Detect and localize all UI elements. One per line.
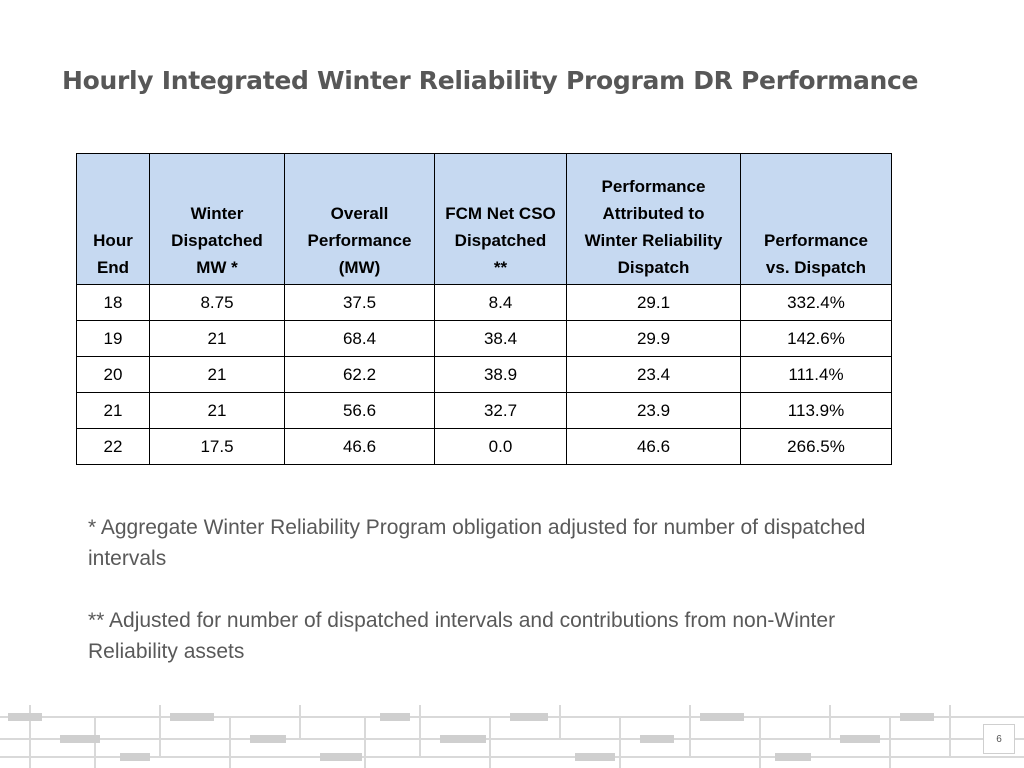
table-row: 21 21 56.6 32.7 23.9 113.9%: [76, 392, 892, 429]
cell-hour-end: 22: [76, 428, 150, 465]
slide-title: Hourly Integrated Winter Reliability Pro…: [62, 66, 919, 95]
header-performance-attributed: Performance Attributed to Winter Reliabi…: [566, 153, 741, 285]
circuit-pattern-decoration: [0, 705, 1024, 768]
cell-performance-vs-dispatch: 332.4%: [740, 284, 892, 321]
cell-performance-attributed: 23.4: [566, 356, 741, 393]
cell-overall-performance: 46.6: [284, 428, 435, 465]
cell-performance-vs-dispatch: 266.5%: [740, 428, 892, 465]
cell-fcm-net-cso: 32.7: [434, 392, 567, 429]
header-overall-performance: Overall Performance (MW): [284, 153, 435, 285]
cell-performance-vs-dispatch: 113.9%: [740, 392, 892, 429]
cell-winter-dispatched: 21: [149, 320, 285, 357]
header-winter-dispatched: Winter Dispatched MW *: [149, 153, 285, 285]
cell-winter-dispatched: 21: [149, 392, 285, 429]
cell-fcm-net-cso: 38.9: [434, 356, 567, 393]
cell-performance-attributed: 46.6: [566, 428, 741, 465]
cell-performance-vs-dispatch: 111.4%: [740, 356, 892, 393]
cell-overall-performance: 56.6: [284, 392, 435, 429]
cell-hour-end: 20: [76, 356, 150, 393]
header-fcm-net-cso: FCM Net CSO Dispatched **: [434, 153, 567, 285]
cell-performance-attributed: 29.9: [566, 320, 741, 357]
footnote-single-asterisk: * Aggregate Winter Reliability Program o…: [88, 516, 866, 570]
cell-fcm-net-cso: 8.4: [434, 284, 567, 321]
cell-hour-end: 18: [76, 284, 150, 321]
table-row: 20 21 62.2 38.9 23.4 111.4%: [76, 356, 892, 393]
cell-fcm-net-cso: 38.4: [434, 320, 567, 357]
table-row: 19 21 68.4 38.4 29.9 142.6%: [76, 320, 892, 357]
cell-performance-attributed: 29.1: [566, 284, 741, 321]
header-hour-end: Hour End: [76, 153, 150, 285]
footnote-double-asterisk: ** Adjusted for number of dispatched int…: [88, 609, 836, 663]
cell-hour-end: 19: [76, 320, 150, 357]
cell-overall-performance: 68.4: [284, 320, 435, 357]
table-row: 22 17.5 46.6 0.0 46.6 266.5%: [76, 428, 892, 465]
cell-winter-dispatched: 21: [149, 356, 285, 393]
cell-performance-vs-dispatch: 142.6%: [740, 320, 892, 357]
cell-winter-dispatched: 17.5: [149, 428, 285, 465]
page-number: 6: [983, 724, 1015, 754]
performance-table: Hour End Winter Dispatched MW * Overall …: [76, 153, 892, 465]
cell-fcm-net-cso: 0.0: [434, 428, 567, 465]
table-row: 18 8.75 37.5 8.4 29.1 332.4%: [76, 284, 892, 321]
table-header-row: Hour End Winter Dispatched MW * Overall …: [76, 153, 892, 285]
cell-winter-dispatched: 8.75: [149, 284, 285, 321]
header-performance-vs-dispatch: Performance vs. Dispatch: [740, 153, 892, 285]
cell-overall-performance: 37.5: [284, 284, 435, 321]
cell-hour-end: 21: [76, 392, 150, 429]
footnotes: * Aggregate Winter Reliability Program o…: [88, 512, 898, 698]
cell-overall-performance: 62.2: [284, 356, 435, 393]
cell-performance-attributed: 23.9: [566, 392, 741, 429]
